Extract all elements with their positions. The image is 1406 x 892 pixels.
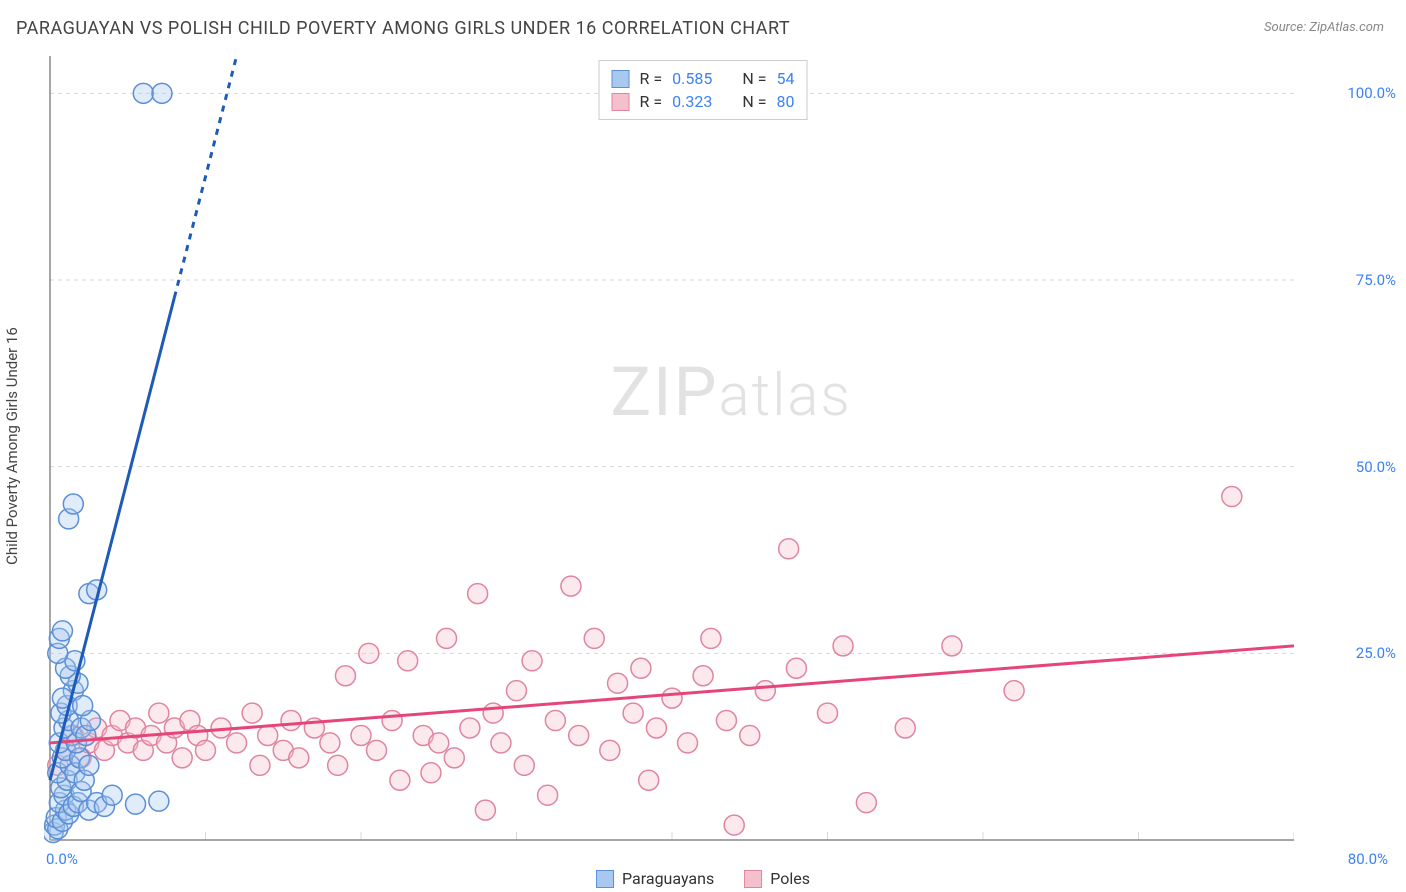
legend-row-a: R = 0.585 N = 54 [612, 67, 795, 90]
source-label: Source: ZipAtlas.com [1264, 20, 1384, 35]
y-tick-label: 50.0% [1356, 458, 1396, 476]
legend-correlation: R = 0.585 N = 54 R = 0.323 N = 80 [599, 60, 808, 120]
legend-label-b: Poles [770, 869, 810, 888]
chart-area [44, 56, 1294, 846]
legend-series: Paraguayans Poles [596, 869, 810, 888]
chart-svg [44, 56, 1294, 846]
n-value-b: 80 [776, 92, 794, 111]
x-origin-label: 0.0% [46, 850, 78, 868]
r-value-b: 0.323 [672, 92, 712, 111]
n-label-a: N = [742, 69, 766, 88]
x-end-label: 80.0% [1348, 850, 1388, 868]
r-value-a: 0.585 [672, 69, 712, 88]
n-value-a: 54 [776, 69, 794, 88]
swatch-series-a-icon [596, 870, 614, 888]
swatch-series-b [612, 93, 630, 111]
chart-container: PARAGUAYAN VS POLISH CHILD POVERTY AMONG… [0, 0, 1406, 892]
r-label-b: R = [640, 92, 663, 111]
y-axis-label: Child Poverty Among Girls Under 16 [3, 327, 21, 565]
legend-item-b: Poles [744, 869, 810, 888]
legend-row-b: R = 0.323 N = 80 [612, 90, 795, 113]
legend-label-a: Paraguayans [622, 869, 714, 888]
y-tick-label: 100.0% [1347, 84, 1396, 102]
y-tick-label: 75.0% [1356, 271, 1396, 289]
swatch-series-a [612, 70, 630, 88]
y-tick-label: 25.0% [1356, 644, 1396, 662]
n-label-b: N = [742, 92, 766, 111]
legend-item-a: Paraguayans [596, 869, 714, 888]
swatch-series-b-icon [744, 870, 762, 888]
r-label-a: R = [640, 69, 663, 88]
chart-title: PARAGUAYAN VS POLISH CHILD POVERTY AMONG… [16, 18, 790, 39]
